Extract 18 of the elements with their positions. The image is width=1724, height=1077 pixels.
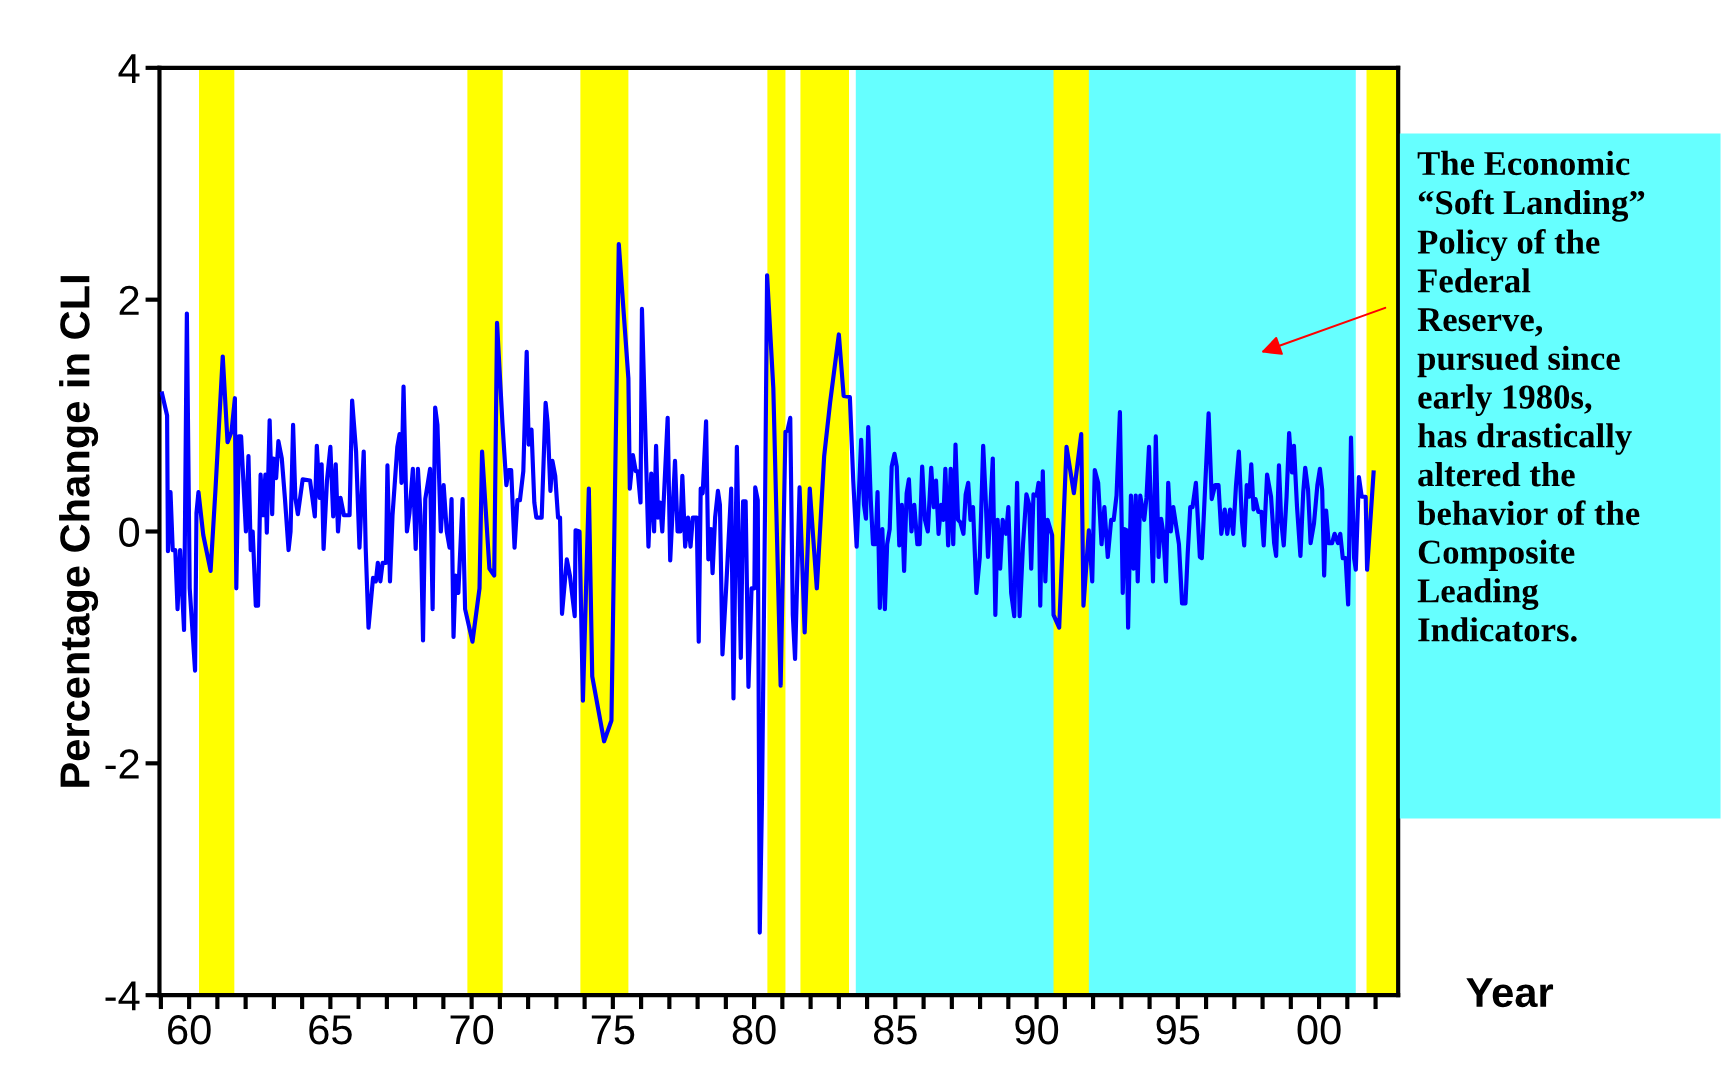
- x-tick-label: 75: [591, 1015, 635, 1045]
- x-axis-title: Year: [1466, 978, 1554, 1008]
- y-tick-label: 4: [118, 54, 140, 83]
- y-tick-label: 0: [119, 517, 140, 548]
- line-series: [159, 241, 1376, 935]
- y-axis-title: Percentage Change in CLI: [59, 276, 99, 787]
- x-tick-label: 80: [732, 1015, 776, 1045]
- x-tick-label: 65: [309, 1015, 352, 1045]
- x-tick-label: 00: [1297, 1015, 1341, 1045]
- x-tick-label: 95: [1156, 1015, 1200, 1045]
- text: The Economic “Soft Landing” Policy of the Federal Reserve, pursued since early 1980s, has drastically altered the behavior of the Composite Leading Indicators.: [1417, 150, 1645, 642]
- x-tick-label: 90: [1015, 1015, 1059, 1045]
- x-tick-label: 85: [873, 1015, 917, 1045]
- y-tick-label: -4: [105, 981, 140, 1011]
- y-tick-label: 2: [119, 285, 139, 315]
- y-tick-label: -2: [105, 749, 139, 779]
- x-tick-label: 60: [168, 1015, 211, 1045]
- x-tick-label: 70: [450, 1015, 494, 1045]
